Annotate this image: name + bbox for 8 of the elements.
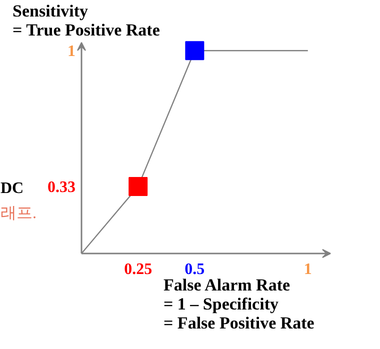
x-tick-label: 0.5: [184, 261, 205, 278]
text: 래프.: [0, 205, 36, 222]
y-tick-label: 0.33: [48, 179, 76, 196]
x-tick-label: 0.25: [124, 261, 152, 278]
text: DC: [0, 180, 24, 197]
y-axis-title: Sensitivity = True Positive Rate: [12, 2, 160, 40]
x-tick-label: 1: [304, 261, 312, 278]
x-axis-title: False Alarm Rate = 1 – Specificity = False Positive Rate: [164, 276, 315, 332]
